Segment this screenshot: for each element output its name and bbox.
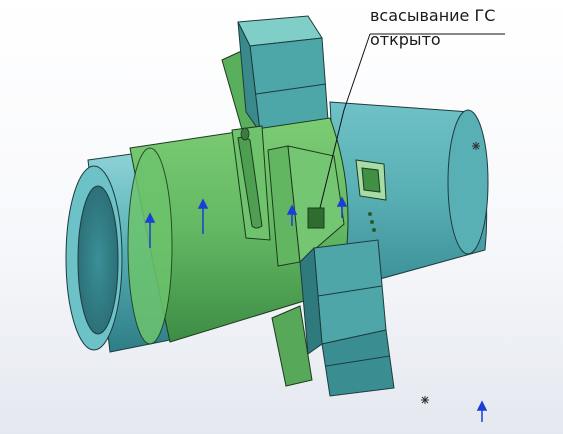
annotation-line-2: открыто	[370, 30, 441, 49]
coordinate-triad-icon	[144, 196, 488, 422]
origin-point-icon	[421, 142, 480, 404]
cover-block-upper[interactable]	[237, 15, 329, 133]
suction-plate[interactable]	[267, 145, 387, 267]
cover-block-lower[interactable]	[299, 239, 395, 397]
callout-leader-line	[319, 33, 371, 209]
annotation-note[interactable]: всасывание ГС открыто	[370, 4, 560, 52]
bracket-arm-lower[interactable]	[271, 305, 313, 387]
annotation-line-1: всасывание ГС	[370, 6, 496, 25]
suction-port-window[interactable]	[307, 207, 325, 229]
